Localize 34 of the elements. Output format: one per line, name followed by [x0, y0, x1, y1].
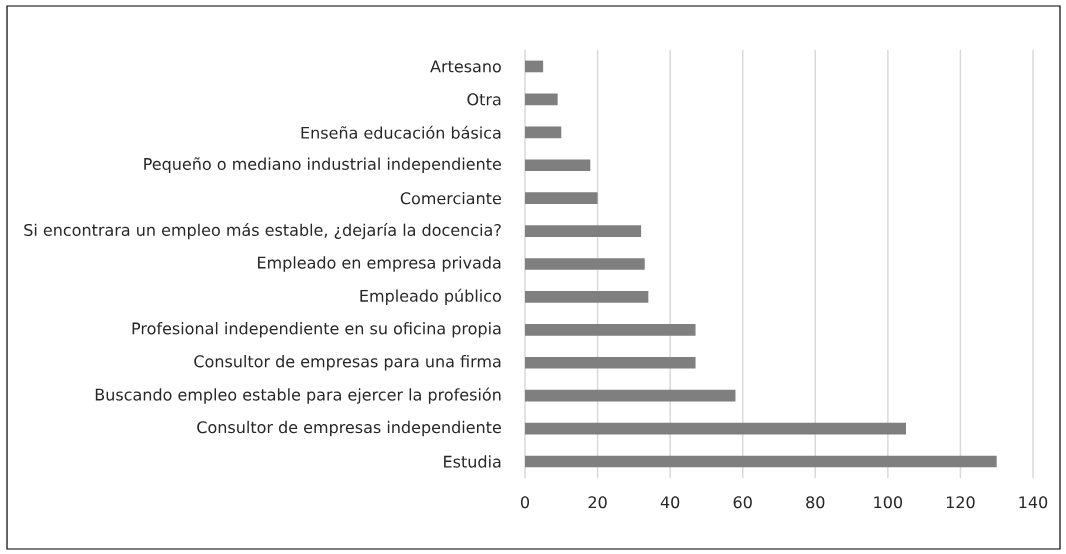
x-tick-label: 80 — [806, 496, 825, 509]
bar — [525, 422, 906, 435]
x-tick-label: 140 — [1019, 496, 1048, 509]
y-tick-label: Estudia — [444, 455, 501, 468]
x-tick-label: 120 — [946, 496, 975, 509]
bar — [525, 291, 649, 303]
y-tick-label: Enseña educación básica — [301, 125, 501, 139]
y-tick-label: Otra — [467, 93, 501, 106]
y-tick-label: Consultor de empresas independiente — [197, 420, 501, 437]
y-tick-label: Si encontrara un empleo más estable, ¿dejaría la docencia? — [24, 223, 501, 240]
y-tick-label: Comerciante — [400, 191, 501, 205]
bar — [525, 159, 591, 172]
bar — [525, 258, 645, 270]
bar — [525, 324, 696, 336]
y-tick-label: Consultor de empresas para una firma — [194, 355, 501, 371]
bar — [525, 455, 997, 468]
bar — [525, 126, 562, 139]
y-tick-label: Profesional independiente en su oficina propia — [132, 322, 501, 338]
y-tick-label: Artesano — [430, 60, 501, 73]
y-tick-label: Empleado público — [360, 288, 501, 305]
bar — [525, 356, 696, 369]
y-tick-label: Pequeño o mediano industrial independiente — [144, 157, 501, 174]
x-tick-label: 0 — [520, 496, 530, 509]
bar — [525, 60, 544, 73]
bar — [525, 192, 598, 204]
bar — [525, 93, 558, 106]
x-tick-label: 60 — [733, 496, 752, 509]
x-tick-label: 40 — [660, 496, 680, 509]
y-tick-label: Buscando empleo estable para ejercer la profesión — [95, 387, 501, 404]
x-tick-label: 100 — [874, 496, 903, 509]
bar — [525, 389, 736, 402]
y-tick-label: Empleado en empresa privada — [258, 256, 501, 272]
bar — [525, 225, 642, 237]
x-tick-label: 20 — [588, 496, 607, 509]
